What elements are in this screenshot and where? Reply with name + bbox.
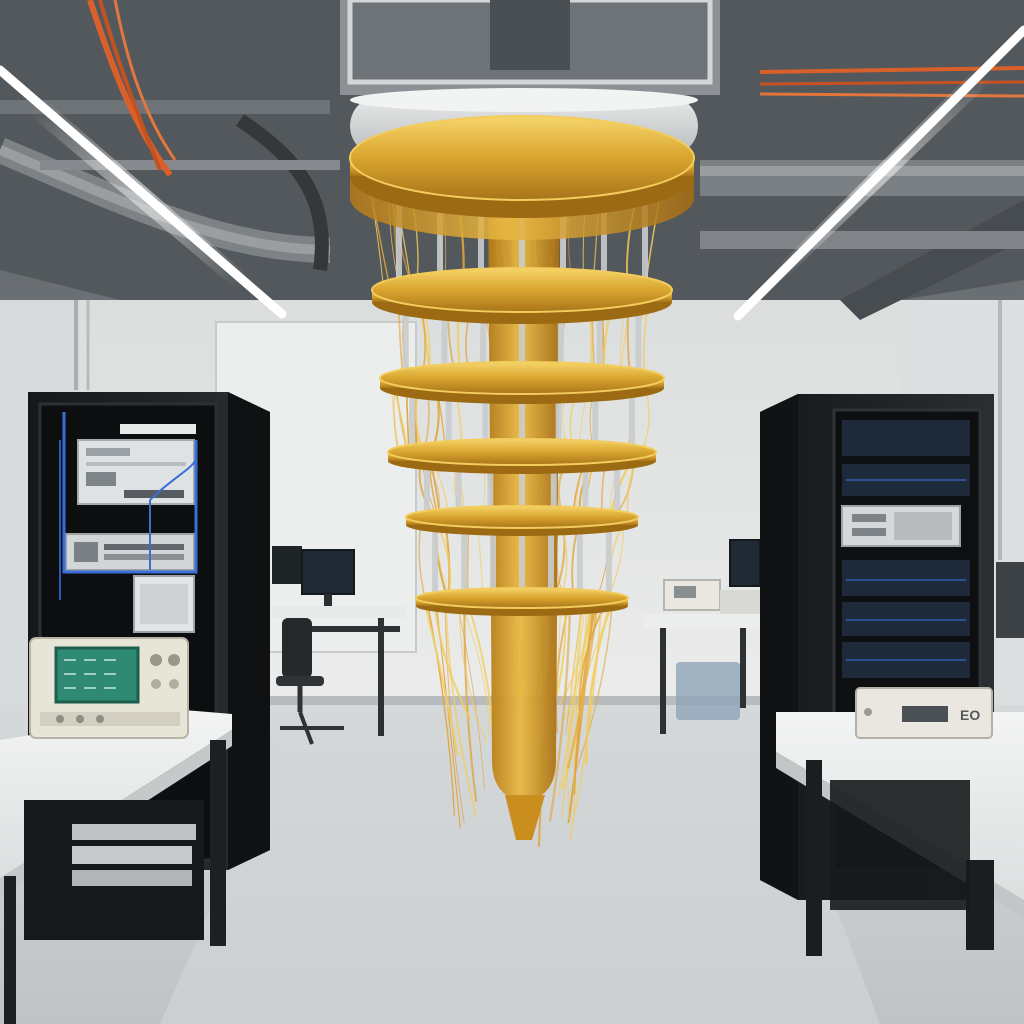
support-rod xyxy=(482,382,489,456)
support-rod xyxy=(480,294,487,382)
coax-wire xyxy=(567,603,584,821)
support-rod xyxy=(519,294,525,382)
support-rod xyxy=(487,456,494,521)
coax-wire xyxy=(433,603,472,720)
desk-left-background xyxy=(272,546,406,745)
support-rod xyxy=(628,382,635,456)
coax-wire xyxy=(574,603,613,773)
support-rod xyxy=(455,456,462,521)
support-rod xyxy=(441,294,448,382)
support-rod xyxy=(445,382,452,456)
coax-wire xyxy=(460,603,490,736)
support-rod xyxy=(519,456,525,521)
support-rod xyxy=(635,294,642,382)
workbench-left xyxy=(0,710,232,1024)
coax-wire xyxy=(426,603,456,816)
support-rod xyxy=(557,294,564,382)
storage-bin xyxy=(676,662,740,720)
support-rod xyxy=(423,456,430,521)
orange-cable-bundle xyxy=(87,0,173,177)
coax-wire xyxy=(563,603,588,721)
coax-wire xyxy=(463,603,478,802)
stage-plate-3 xyxy=(379,361,665,404)
oscilloscope-icon xyxy=(29,637,189,739)
support-rod xyxy=(490,521,496,602)
support-rod xyxy=(550,456,557,521)
support-rod xyxy=(402,294,409,382)
workbench-right xyxy=(776,712,1024,956)
support-rod xyxy=(642,162,648,294)
coax-wire xyxy=(444,603,465,824)
instrument-label: EO xyxy=(960,707,980,723)
coax-wire xyxy=(459,603,487,743)
support-rod xyxy=(592,382,599,456)
support-rod xyxy=(576,521,583,602)
coax-wire xyxy=(424,603,459,756)
support-rod xyxy=(519,521,525,602)
coax-wire xyxy=(444,603,478,817)
coax-wire xyxy=(456,603,486,790)
dilution-refrigerator-icon xyxy=(349,88,698,847)
test-instrument-icon: EO xyxy=(855,687,993,739)
stage-plate-5 xyxy=(405,505,639,536)
temperature-stage-plates xyxy=(349,115,695,616)
support-rod xyxy=(596,294,603,382)
cold-finger xyxy=(505,795,545,840)
support-rod xyxy=(396,162,402,294)
desk-right-background xyxy=(644,539,761,734)
support-rod xyxy=(519,382,525,456)
coax-wire xyxy=(557,603,583,796)
support-rod xyxy=(409,382,416,456)
monitor-icon xyxy=(729,539,761,587)
support-rod xyxy=(582,456,589,521)
blue-cabling xyxy=(62,412,198,574)
stage-plate-4 xyxy=(387,438,657,474)
stage-plate-6 xyxy=(415,587,629,616)
stage-plate-1 xyxy=(349,115,695,240)
stage-plate-2 xyxy=(371,267,673,324)
coax-wire xyxy=(566,603,599,769)
ceiling-light-left xyxy=(0,60,290,319)
ceiling-light-right xyxy=(732,20,1024,321)
support-rod xyxy=(605,521,612,602)
support-rod xyxy=(432,521,439,602)
support-rod xyxy=(461,521,468,602)
support-rod xyxy=(614,456,621,521)
office-chair-icon xyxy=(276,618,344,745)
support-rod xyxy=(555,382,562,456)
support-rod xyxy=(548,521,554,602)
monitor-icon xyxy=(301,549,355,595)
coax-wire xyxy=(568,603,603,841)
coax-wire xyxy=(548,603,572,822)
